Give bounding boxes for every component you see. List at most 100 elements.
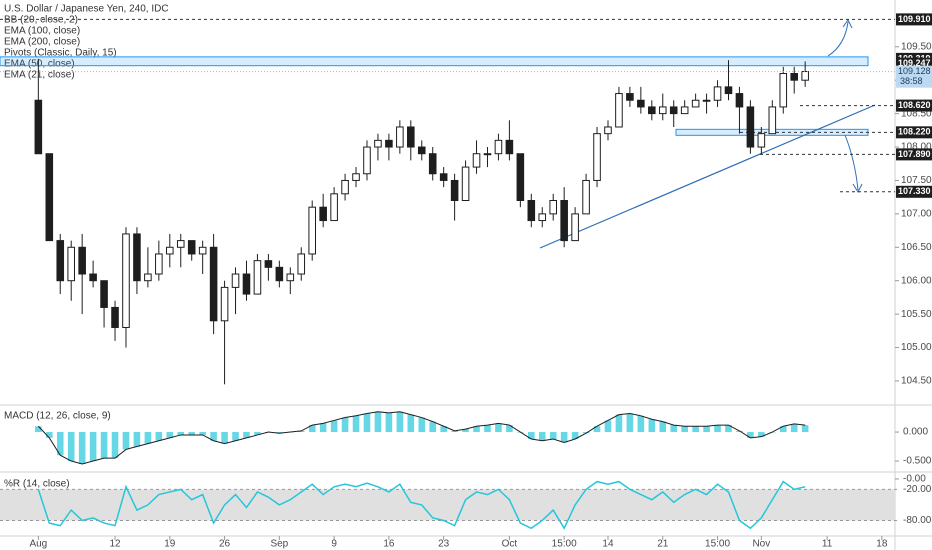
- candle-body: [198, 246, 207, 255]
- level-tag: [896, 185, 932, 198]
- candle-body: [658, 106, 667, 115]
- candle-body: [78, 246, 86, 275]
- macd-bar: [221, 432, 228, 444]
- candle-body: [176, 240, 185, 248]
- y-tick-label: 106.500: [901, 242, 932, 253]
- candle-body: [341, 179, 349, 195]
- macd-bar: [330, 420, 338, 433]
- candle-body: [637, 99, 645, 108]
- macd-bar: [549, 432, 557, 439]
- macd-bar: [703, 426, 710, 433]
- indicator-label: BB (20, close, 2): [4, 15, 78, 26]
- y-tick-label: 107.500: [901, 175, 932, 186]
- macd-bar: [560, 432, 568, 443]
- macd-bar: [188, 432, 195, 435]
- x-tick-label: 15:00: [552, 539, 577, 550]
- pane-title: %R (14, close): [4, 479, 70, 490]
- macd-bar: [571, 432, 579, 439]
- level-label: 108.620: [898, 100, 931, 110]
- x-tick-label: 16: [383, 539, 395, 550]
- candle-body: [242, 273, 251, 295]
- macd-bar: [506, 425, 513, 433]
- macd-line: [37, 411, 806, 465]
- candle-body: [352, 173, 360, 181]
- y-tick-label: 108.000: [901, 142, 932, 153]
- x-tick-label: 14: [602, 539, 614, 550]
- macd-bar: [67, 432, 75, 462]
- macd-bar: [451, 430, 458, 433]
- macd-bar: [779, 426, 787, 433]
- range-band: [0, 489, 895, 521]
- macd-bar: [747, 432, 754, 438]
- level-label: 107.890: [898, 149, 931, 159]
- candle-body: [133, 233, 141, 282]
- candle-body: [560, 200, 568, 242]
- y-tick-label: 104.500: [901, 376, 932, 387]
- candle-body: [450, 179, 459, 201]
- candle-body: [374, 139, 382, 148]
- candle-body: [89, 273, 97, 282]
- candle-body: [691, 99, 700, 108]
- level-label: 107.330: [898, 186, 931, 196]
- candle-body: [549, 200, 557, 215]
- macd-bar: [133, 432, 141, 447]
- candle-body: [34, 99, 43, 155]
- candle-body: [768, 106, 777, 135]
- candle-body: [505, 139, 514, 155]
- macd-bar: [56, 432, 64, 456]
- y-tick-label: -0.00: [903, 474, 926, 485]
- macd-bar: [418, 417, 426, 433]
- macd-bar: [462, 429, 469, 433]
- level-label: 108.220: [898, 127, 931, 137]
- candle-body: [319, 206, 327, 222]
- y-tick-label: 109.500: [901, 41, 932, 52]
- candle-body: [100, 280, 108, 308]
- macd-bar: [363, 413, 371, 433]
- level-tag: [896, 99, 932, 112]
- candle-body: [669, 106, 678, 115]
- candle-body: [166, 246, 174, 255]
- candle-body: [330, 193, 338, 222]
- x-tick-label: Nov: [752, 539, 770, 550]
- macd-bar: [122, 432, 130, 450]
- y-tick-label: 108.500: [901, 108, 932, 119]
- candle-body: [396, 126, 404, 148]
- candle-body: [801, 71, 809, 81]
- resistance-zone: [0, 56, 869, 67]
- macd-bar: [692, 426, 699, 433]
- macd-bar: [254, 432, 261, 435]
- level-label: 109.910: [898, 14, 931, 24]
- candle-body: [494, 139, 503, 155]
- x-tick-label: 19: [164, 539, 176, 550]
- macd-bar: [111, 432, 119, 459]
- candle-body: [483, 153, 492, 156]
- indicator-label: EMA (21, close): [4, 70, 75, 81]
- candle-body: [724, 86, 733, 95]
- macd-bar: [308, 425, 316, 433]
- indicator-label: EMA (100, close): [4, 26, 80, 37]
- macd-bar: [538, 432, 546, 441]
- candle-body: [264, 260, 273, 268]
- macd-bar: [232, 432, 239, 441]
- candle-body: [472, 153, 481, 168]
- candle-body: [538, 213, 547, 222]
- candle-body: [604, 126, 612, 135]
- macd-bar: [199, 432, 206, 435]
- indicator-label: Pivots (Classic, Daily, 15): [4, 48, 117, 59]
- candle-body: [56, 240, 65, 282]
- candle-body: [593, 133, 601, 181]
- macd-bar: [593, 426, 601, 433]
- macd-bar: [725, 425, 732, 433]
- macd-bar: [670, 425, 678, 433]
- macd-bar: [528, 432, 535, 439]
- macd-bar: [374, 411, 382, 433]
- y-tick-label: 105.000: [901, 342, 932, 353]
- macd-bar: [648, 419, 656, 433]
- x-tick-label: Sep: [270, 539, 288, 550]
- trendline: [539, 104, 876, 249]
- indicator-label: EMA (50, close): [4, 59, 75, 70]
- macd-bar: [681, 426, 688, 433]
- macd-bar: [637, 415, 645, 433]
